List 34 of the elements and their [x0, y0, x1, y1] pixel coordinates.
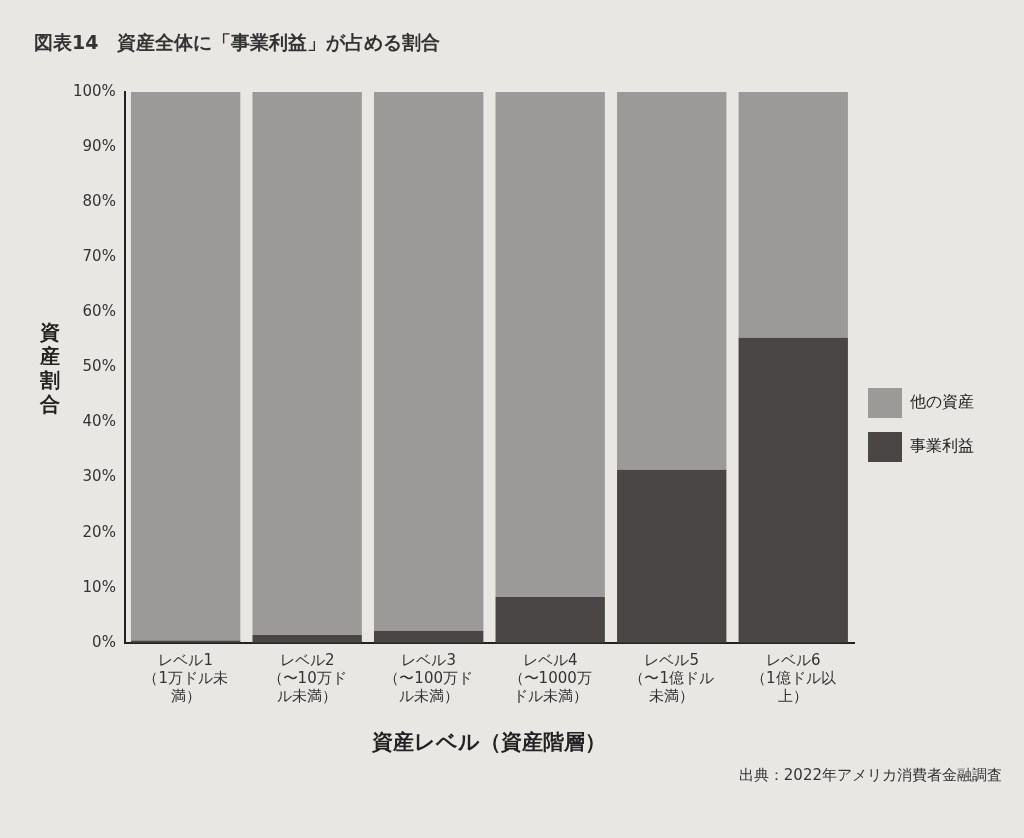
- x-tick-label: レベル6（1億ドル以上）: [750, 650, 836, 705]
- bar: [495, 92, 605, 598]
- legend-label: 事業利益: [910, 436, 974, 456]
- bar: [374, 630, 484, 643]
- x-tick-label: レベル3（〜100万ドル未満）: [384, 650, 473, 705]
- y-tick-label: 60%: [82, 302, 116, 321]
- bar: [252, 635, 362, 643]
- y-tick-label: 80%: [82, 192, 116, 211]
- bar: [617, 92, 727, 470]
- y-tick-label: 10%: [82, 577, 116, 596]
- y-tick-label: 0%: [92, 632, 116, 651]
- x-axis-title: 資産レベル（資産階層）: [371, 729, 607, 754]
- chart-title: 図表14 資産全体に「事業利益」が占める割合: [34, 30, 441, 55]
- y-tick-label: 20%: [82, 522, 116, 541]
- x-tick-label: レベル1（1万ドル未満）: [143, 650, 228, 705]
- y-tick-label: 30%: [82, 467, 116, 486]
- bar: [130, 92, 241, 641]
- y-tick-label: 70%: [82, 247, 116, 266]
- legend-label: 他の資産: [910, 392, 974, 412]
- bar: [738, 337, 848, 643]
- bar: [738, 92, 848, 338]
- bar: [374, 92, 484, 631]
- x-tick-label: レベル4（〜1000万ドル未満）: [508, 650, 592, 705]
- source-note: 出典：2022年アメリカ消費者金融調査: [738, 766, 1002, 785]
- y-tick-label: 100%: [72, 81, 116, 100]
- y-tick-label: 90%: [82, 136, 116, 155]
- bar: [252, 92, 362, 636]
- bar: [495, 597, 605, 643]
- y-tick-label: 40%: [82, 412, 116, 431]
- x-tick-label: レベル5（〜1億ドル未満）: [629, 650, 714, 705]
- x-tick-label: レベル2（〜10万ドル未満）: [267, 650, 347, 705]
- bar: [617, 469, 727, 643]
- y-axis-title: 資産割合: [40, 320, 61, 416]
- y-tick-label: 50%: [82, 357, 116, 376]
